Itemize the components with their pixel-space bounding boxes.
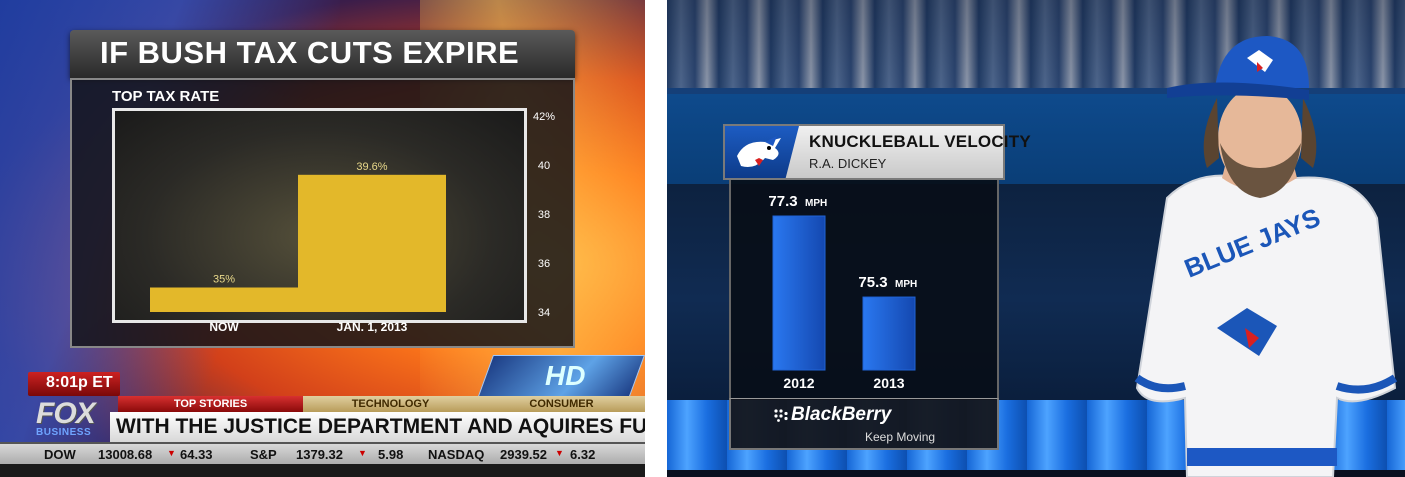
category-label-0: NOW bbox=[209, 320, 239, 334]
hd-badge-label: HD bbox=[545, 360, 586, 391]
y-tick-label: 36 bbox=[538, 258, 550, 270]
sponsor-bar: BlackBerry Keep Moving bbox=[729, 398, 999, 450]
market-label-sp: S&P bbox=[250, 447, 277, 462]
sponsor-tagline: Keep Moving bbox=[865, 430, 936, 444]
category-label-0: 2012 bbox=[783, 375, 814, 391]
unit-label-0: MPH bbox=[805, 198, 827, 209]
graphic-header: KNUCKLEBALL VELOCITY R.A. DICKEY bbox=[723, 124, 1031, 180]
category-label-1: 2013 bbox=[873, 375, 904, 391]
logo-sub: BUSINESS bbox=[36, 427, 92, 438]
tax-rate-chart: 35% NOW 39.6% JAN. 1, 2013 34 36 38 40 42% bbox=[150, 111, 555, 334]
broadcast-time: 8:01p ET bbox=[46, 374, 113, 391]
bar-0 bbox=[772, 215, 826, 371]
data-label-0: 35% bbox=[213, 274, 235, 286]
down-arrow-icon: ▼ bbox=[358, 448, 367, 458]
tab-consumer: CONSUMER bbox=[478, 396, 645, 412]
market-value-nasdaq: 2939.52 bbox=[500, 447, 547, 462]
news-ticker: WITH THE JUSTICE DEPARTMENT AND AQUIRES … bbox=[110, 412, 645, 442]
market-change-dow: 64.33 bbox=[180, 447, 213, 462]
graphic-title: KNUCKLEBALL VELOCITY bbox=[809, 132, 1031, 151]
market-change-sp: 5.98 bbox=[378, 447, 404, 462]
fox-business-panel: IF BUSH TAX CUTS EXPIRE TOP TAX RATE 35%… bbox=[0, 0, 645, 477]
market-label-nasdaq: NASDAQ bbox=[428, 447, 485, 462]
chart-box: TOP TAX RATE 35% NOW 39.6% JAN. 1, 2013 34 36… bbox=[70, 78, 575, 348]
topic-tabs: TOP STORIES TECHNOLOGY CONSUMER bbox=[118, 396, 645, 412]
velocity-chart-box: 77.3 MPH 2012 75.3 MPH 2013 bbox=[729, 180, 999, 398]
y-tick-label: 40 bbox=[538, 160, 550, 172]
data-label-1: 75.3 bbox=[858, 274, 887, 291]
data-label-0: 77.3 bbox=[768, 193, 797, 210]
time-box: 8:01p ET bbox=[28, 372, 120, 396]
tab-technology: TECHNOLOGY bbox=[303, 396, 478, 412]
y-tick-label: 34 bbox=[538, 307, 550, 319]
market-label-dow: DOW bbox=[44, 447, 76, 462]
chart-subtitle: TOP TAX RATE bbox=[112, 88, 220, 105]
y-tick-label: 42% bbox=[533, 111, 555, 123]
bar-1 bbox=[862, 296, 916, 371]
logo-main: FOX bbox=[36, 397, 96, 430]
blackberry-icon bbox=[774, 409, 788, 422]
blue-jays-logo-icon bbox=[725, 126, 799, 178]
pitcher-image: BLUE JAYS bbox=[1134, 36, 1398, 477]
bar-1 bbox=[298, 174, 446, 312]
ticker-text: WITH THE JUSTICE DEPARTMENT AND AQUIRES … bbox=[116, 415, 645, 438]
y-tick-label: 38 bbox=[538, 209, 550, 221]
velocity-chart: 77.3 MPH 2012 75.3 MPH 2013 bbox=[768, 193, 917, 391]
category-label-1: JAN. 1, 2013 bbox=[337, 320, 408, 334]
bottom-edge bbox=[667, 470, 1405, 477]
market-change-nasdaq: 6.32 bbox=[570, 447, 596, 462]
down-arrow-icon: ▼ bbox=[555, 448, 564, 458]
market-bar-edge bbox=[0, 464, 645, 477]
down-arrow-icon: ▼ bbox=[167, 448, 176, 458]
unit-label-1: MPH bbox=[895, 279, 917, 290]
graphic-subtitle: R.A. DICKEY bbox=[809, 156, 887, 171]
market-value-sp: 1379.32 bbox=[296, 447, 343, 462]
stadium-rail bbox=[667, 88, 1405, 94]
chart-title-bar: IF BUSH TAX CUTS EXPIRE bbox=[70, 30, 575, 78]
blue-jays-panel: BLUE JAYS KNUCKLEBALL VELOCITY R.A. DICK… bbox=[667, 0, 1405, 477]
bar-0 bbox=[150, 287, 298, 312]
sponsor-name: BlackBerry bbox=[791, 404, 892, 425]
tab-top-stories: TOP STORIES bbox=[118, 396, 303, 412]
fox-business-logo: FOX BUSINESS bbox=[32, 397, 116, 439]
data-label-1: 39.6% bbox=[356, 161, 387, 173]
chart-title: IF BUSH TAX CUTS EXPIRE bbox=[100, 35, 520, 70]
market-value-dow: 13008.68 bbox=[98, 447, 153, 462]
market-ticker: DOW 13008.68 ▼ 64.33 S&P 1379.32 ▼ 5.98 … bbox=[0, 442, 645, 466]
